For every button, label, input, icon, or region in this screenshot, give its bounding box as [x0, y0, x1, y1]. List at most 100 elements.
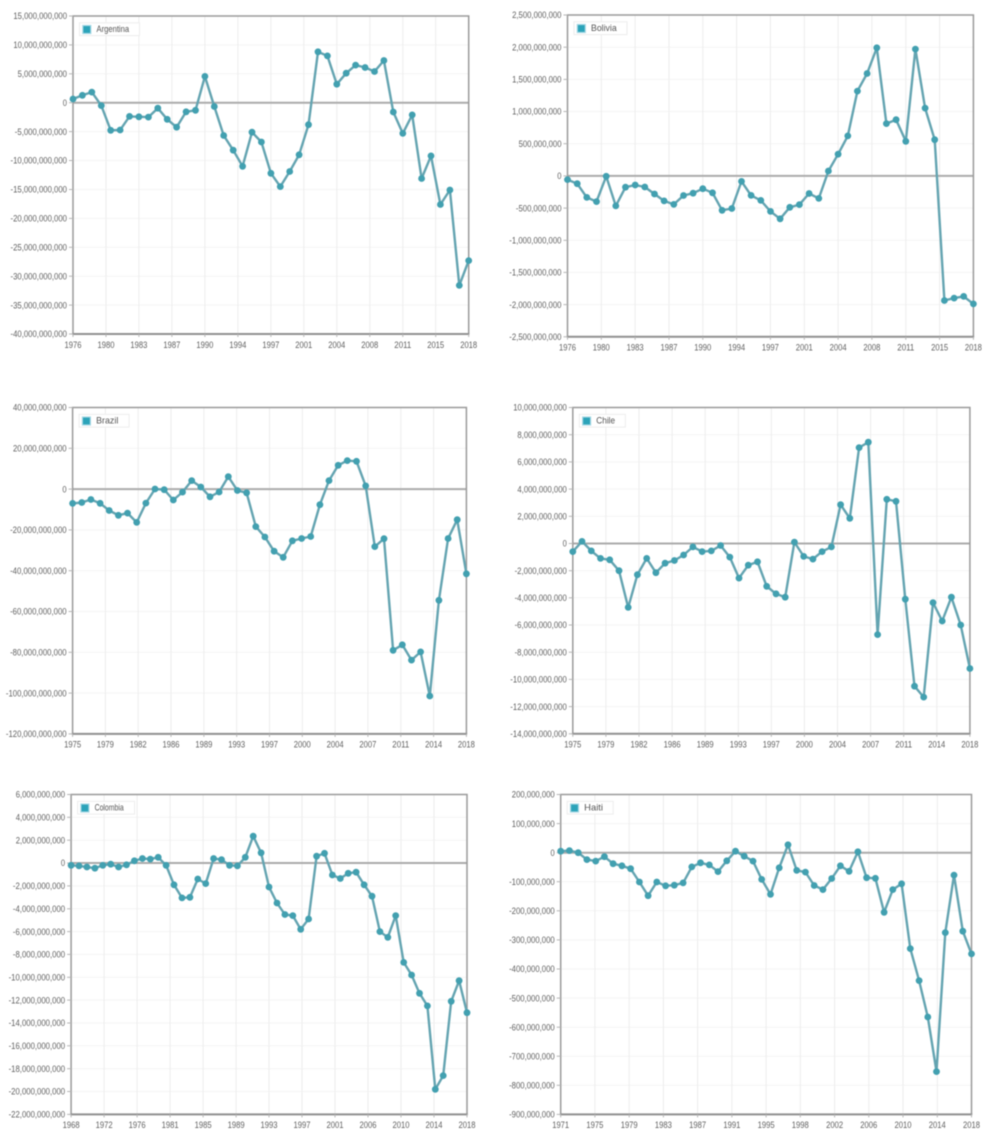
- svg-text:-10,000,000,000: -10,000,000,000: [11, 156, 68, 166]
- svg-text:-2,000,000,000: -2,000,000,000: [13, 881, 65, 891]
- svg-text:-500,000,000: -500,000,000: [516, 203, 562, 213]
- svg-text:0: 0: [61, 858, 65, 868]
- svg-text:1994: 1994: [229, 340, 246, 350]
- svg-text:1976: 1976: [559, 343, 576, 353]
- svg-text:-8,000,000,000: -8,000,000,000: [515, 647, 567, 657]
- svg-text:2014: 2014: [928, 740, 945, 750]
- svg-text:2001: 2001: [295, 340, 312, 350]
- svg-text:-12,000,000,000: -12,000,000,000: [510, 702, 567, 712]
- svg-text:1979: 1979: [97, 740, 114, 750]
- svg-text:1971: 1971: [552, 1120, 569, 1130]
- svg-text:-300,000,000: -300,000,000: [509, 935, 555, 945]
- svg-text:-5,000,000,000: -5,000,000,000: [15, 127, 67, 137]
- svg-text:1986: 1986: [664, 740, 681, 750]
- svg-text:2001: 2001: [327, 1120, 344, 1130]
- svg-text:1975: 1975: [586, 1120, 603, 1130]
- svg-text:2010: 2010: [393, 1120, 410, 1130]
- svg-text:4,000,000,000: 4,000,000,000: [517, 484, 566, 494]
- svg-text:2011: 2011: [394, 340, 411, 350]
- svg-text:2011: 2011: [392, 740, 409, 750]
- svg-text:2014: 2014: [426, 1120, 443, 1130]
- svg-text:1997: 1997: [262, 340, 279, 350]
- svg-text:1990: 1990: [694, 343, 711, 353]
- svg-text:6,000,000,000: 6,000,000,000: [16, 790, 65, 800]
- svg-text:2018: 2018: [963, 1120, 980, 1130]
- svg-text:1993: 1993: [261, 1120, 278, 1130]
- svg-text:2001: 2001: [796, 343, 813, 353]
- svg-text:2002: 2002: [826, 1120, 843, 1130]
- svg-text:-10,000,000,000: -10,000,000,000: [9, 973, 66, 983]
- svg-text:-1,500,000,000: -1,500,000,000: [509, 268, 561, 278]
- svg-text:1976: 1976: [65, 340, 82, 350]
- svg-text:-4,000,000,000: -4,000,000,000: [13, 904, 65, 914]
- svg-text:1993: 1993: [730, 740, 747, 750]
- svg-text:-20,000,000,000: -20,000,000,000: [10, 525, 67, 535]
- svg-text:Chile: Chile: [596, 416, 615, 426]
- svg-text:1995: 1995: [758, 1120, 775, 1130]
- svg-text:1991: 1991: [723, 1120, 740, 1130]
- svg-text:1997: 1997: [294, 1120, 311, 1130]
- svg-text:2007: 2007: [359, 740, 376, 750]
- svg-text:200,000,000: 200,000,000: [512, 790, 555, 800]
- svg-text:1979: 1979: [597, 740, 614, 750]
- svg-text:-900,000,000: -900,000,000: [509, 1110, 555, 1120]
- svg-text:8,000,000,000: 8,000,000,000: [517, 430, 566, 440]
- svg-text:10,000,000,000: 10,000,000,000: [513, 403, 567, 413]
- svg-text:2004: 2004: [829, 740, 846, 750]
- svg-text:2004: 2004: [830, 343, 847, 353]
- svg-text:-6,000,000,000: -6,000,000,000: [515, 620, 567, 630]
- svg-text:-40,000,000,000: -40,000,000,000: [10, 566, 67, 576]
- svg-text:1982: 1982: [631, 740, 648, 750]
- svg-text:1989: 1989: [195, 740, 212, 750]
- svg-text:2011: 2011: [895, 740, 912, 750]
- svg-text:1994: 1994: [728, 343, 745, 353]
- svg-text:2018: 2018: [460, 340, 477, 350]
- svg-text:-2,000,000,000: -2,000,000,000: [515, 566, 567, 576]
- svg-text:-500,000,000: -500,000,000: [509, 993, 555, 1003]
- svg-text:15,000,000,000: 15,000,000,000: [13, 11, 67, 21]
- svg-text:1972: 1972: [96, 1120, 113, 1130]
- svg-text:4,000,000,000: 4,000,000,000: [16, 813, 65, 823]
- svg-text:-16,000,000,000: -16,000,000,000: [9, 1041, 66, 1051]
- svg-text:2018: 2018: [459, 1120, 476, 1130]
- svg-text:-8,000,000,000: -8,000,000,000: [13, 950, 65, 960]
- svg-text:1985: 1985: [195, 1120, 212, 1130]
- svg-text:-14,000,000,000: -14,000,000,000: [9, 1018, 66, 1028]
- svg-text:2004: 2004: [328, 340, 345, 350]
- svg-text:-2,000,000,000: -2,000,000,000: [509, 300, 561, 310]
- svg-text:0: 0: [557, 171, 561, 181]
- svg-text:2014: 2014: [929, 1120, 946, 1130]
- svg-text:2007: 2007: [862, 740, 879, 750]
- svg-text:1975: 1975: [64, 740, 81, 750]
- svg-text:0: 0: [551, 848, 555, 858]
- svg-text:-800,000,000: -800,000,000: [509, 1081, 555, 1091]
- svg-text:-2,500,000,000: -2,500,000,000: [509, 332, 561, 342]
- svg-text:Argentina: Argentina: [97, 24, 130, 34]
- svg-text:-80,000,000,000: -80,000,000,000: [10, 648, 67, 658]
- svg-text:1989: 1989: [228, 1120, 245, 1130]
- svg-text:0: 0: [62, 484, 66, 494]
- svg-text:-20,000,000,000: -20,000,000,000: [11, 214, 68, 224]
- svg-text:2010: 2010: [895, 1120, 912, 1130]
- svg-text:1976: 1976: [129, 1120, 146, 1130]
- svg-text:-700,000,000: -700,000,000: [509, 1051, 555, 1061]
- svg-text:2004: 2004: [327, 740, 344, 750]
- svg-text:-60,000,000,000: -60,000,000,000: [10, 607, 67, 617]
- svg-text:2000: 2000: [796, 740, 813, 750]
- svg-text:-40,000,000,000: -40,000,000,000: [11, 329, 68, 339]
- svg-text:1,500,000,000: 1,500,000,000: [512, 75, 561, 85]
- svg-text:-22,000,000,000: -22,000,000,000: [9, 1110, 66, 1120]
- svg-text:-600,000,000: -600,000,000: [509, 1022, 555, 1032]
- svg-text:-6,000,000,000: -6,000,000,000: [13, 927, 65, 937]
- svg-text:20,000,000,000: 20,000,000,000: [13, 444, 67, 454]
- svg-text:2018: 2018: [458, 740, 475, 750]
- svg-text:-200,000,000: -200,000,000: [509, 906, 555, 916]
- svg-text:2,000,000,000: 2,000,000,000: [517, 512, 566, 522]
- svg-text:Brazil: Brazil: [96, 416, 118, 426]
- svg-text:Bolivia: Bolivia: [591, 23, 617, 33]
- svg-text:1993: 1993: [228, 740, 245, 750]
- svg-text:2,000,000,000: 2,000,000,000: [16, 835, 65, 845]
- svg-text:1989: 1989: [697, 740, 714, 750]
- svg-text:1982: 1982: [130, 740, 147, 750]
- svg-text:1983: 1983: [627, 343, 644, 353]
